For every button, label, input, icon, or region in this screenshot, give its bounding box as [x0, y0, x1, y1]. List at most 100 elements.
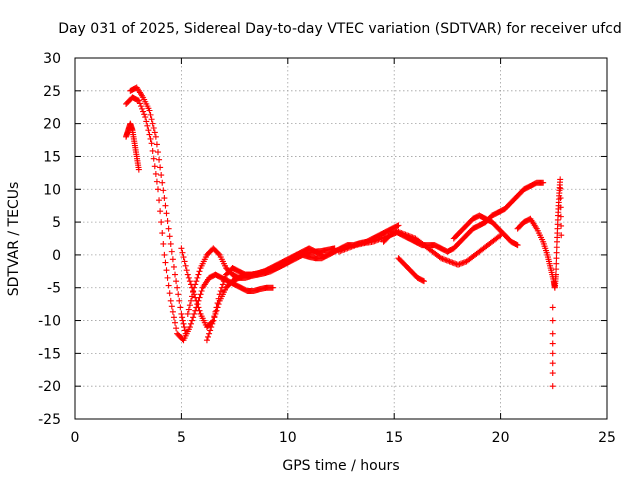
data-point [161, 195, 168, 202]
data-point [187, 297, 194, 304]
series-sat-g [335, 228, 504, 268]
data-point [137, 103, 144, 110]
x-axis-label: GPS time / hours [282, 458, 399, 474]
data-point [146, 131, 153, 138]
data-point [150, 155, 157, 162]
series-sat-a [123, 94, 276, 344]
data-point [193, 278, 200, 285]
series-sat-l [549, 304, 556, 390]
y-tick-label: -25 [38, 412, 61, 428]
data-point [186, 278, 193, 285]
data-point [162, 202, 169, 209]
data-point [216, 291, 223, 298]
data-point [192, 294, 199, 301]
plot-frame [74, 57, 608, 420]
data-point [152, 133, 159, 140]
data-point [150, 125, 157, 132]
y-tick-label: 0 [52, 248, 61, 264]
data-point [195, 271, 202, 278]
data-point [553, 260, 560, 267]
data-point [220, 278, 227, 285]
data-point [190, 314, 197, 321]
series-sat-m [552, 176, 565, 278]
grid [75, 58, 607, 419]
data-point [189, 317, 196, 324]
data-point [179, 314, 186, 321]
data-point [170, 263, 177, 270]
data-point [175, 291, 182, 298]
data-point [214, 300, 221, 307]
data-point [181, 258, 188, 265]
data-point [215, 295, 222, 302]
x-tick-label: 5 [177, 430, 186, 446]
series-sat-c [123, 120, 142, 173]
data-point [191, 284, 198, 291]
data-point [170, 314, 177, 321]
data-point [166, 233, 173, 240]
data-point [213, 304, 220, 311]
data-point [185, 274, 192, 281]
data-point [144, 122, 151, 129]
data-point [207, 327, 214, 334]
data-point [141, 111, 148, 118]
data-point [208, 324, 215, 331]
data-point [195, 304, 202, 311]
series-sat-b [127, 84, 189, 337]
data-point [164, 274, 171, 281]
data-point [193, 297, 200, 304]
data-point [163, 210, 170, 217]
data-point [222, 274, 229, 281]
data-point [549, 340, 556, 347]
y-tick-label: -20 [38, 379, 61, 395]
data-point [182, 262, 189, 269]
data-point [549, 360, 556, 367]
data-point [197, 291, 204, 298]
data-point [194, 274, 201, 281]
data-point [181, 324, 188, 331]
data-point [156, 197, 163, 204]
y-tick-label: 25 [43, 84, 61, 100]
data-point [147, 135, 154, 142]
data-point [167, 297, 174, 304]
data-point [549, 317, 556, 324]
data-point [549, 383, 556, 390]
data-point [156, 156, 163, 163]
data-point [178, 310, 185, 317]
data-point [180, 320, 187, 327]
data-point [165, 282, 172, 289]
data-point [553, 266, 560, 273]
data-point [215, 301, 222, 308]
data-point [206, 330, 213, 337]
data-point [540, 179, 547, 186]
data-point [177, 304, 184, 311]
data-point [157, 164, 164, 171]
data-point [145, 127, 152, 134]
data-point [149, 120, 156, 127]
data-point [215, 250, 222, 257]
data-point [552, 271, 559, 278]
data-point [142, 114, 149, 121]
data-point [205, 333, 211, 340]
data-point [143, 118, 150, 125]
x-tick-label: 10 [279, 430, 297, 446]
data-point [157, 208, 164, 215]
series-sat-h [380, 179, 547, 255]
series-sat-k [514, 215, 559, 291]
data-point [219, 281, 226, 288]
data-point [169, 308, 176, 315]
data-point [179, 249, 186, 256]
data-point [514, 242, 521, 249]
data-point [172, 271, 179, 278]
x-tick-label: 0 [71, 430, 80, 446]
data-point [168, 248, 175, 255]
data-point [189, 293, 196, 300]
data-point [217, 288, 224, 295]
data-point [180, 254, 187, 261]
data-point [160, 240, 167, 247]
data-point [211, 313, 218, 320]
data-point [154, 149, 161, 156]
data-point [196, 268, 203, 275]
data-point [168, 303, 175, 310]
chart-title: Day 031 of 2025, Sidereal Day-to-day VTE… [58, 21, 622, 37]
